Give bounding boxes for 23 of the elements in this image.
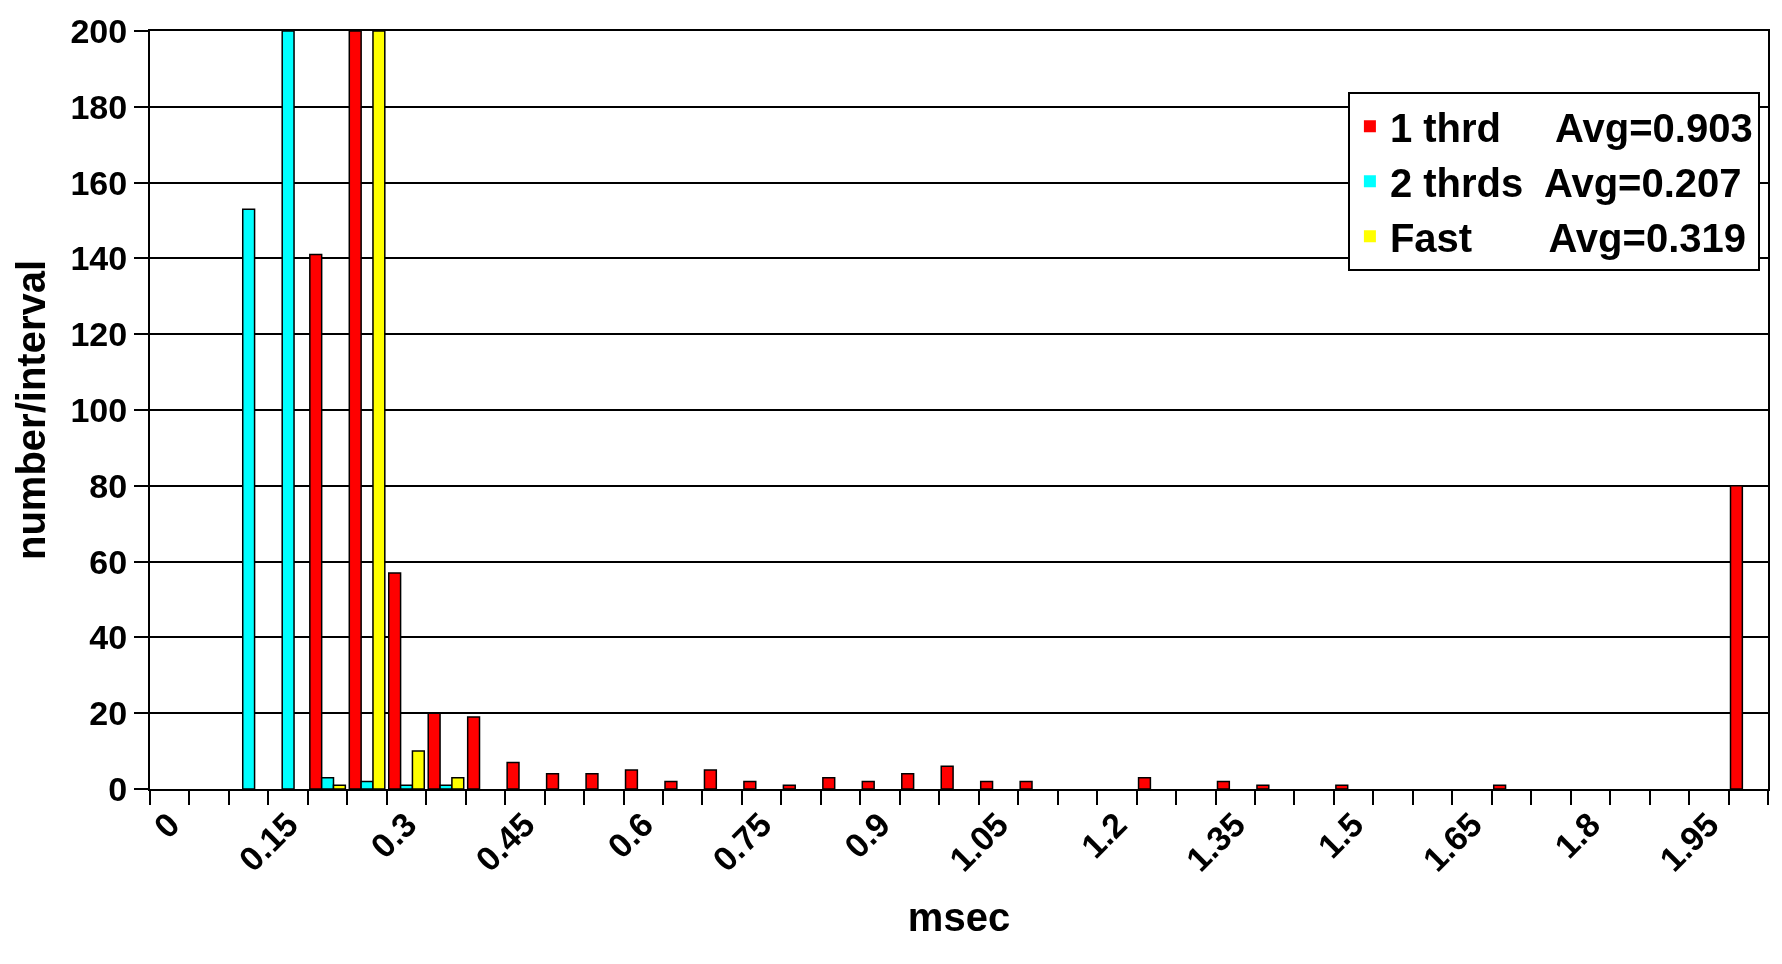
y-tick-label: 100 <box>70 390 128 429</box>
y-tick-label: 200 <box>70 11 128 50</box>
y-tick-label: 40 <box>89 618 128 657</box>
x-tick-label: 0.9 <box>836 804 898 866</box>
x-axis-title: msec <box>907 894 1011 939</box>
legend-label: 2 thrds Avg=0.207 <box>1389 160 1742 205</box>
x-tick-label: 1.5 <box>1310 804 1371 866</box>
x-tick-label: 0 <box>146 804 187 846</box>
y-tick-label: 120 <box>70 315 128 354</box>
y-tick-label: 140 <box>70 239 128 278</box>
legend-label: 1 thrd Avg=0.903 <box>1389 105 1753 150</box>
x-tick-label: 1.2 <box>1073 804 1134 866</box>
legend-label: Fast Avg=0.319 <box>1389 215 1746 260</box>
y-tick-label: 60 <box>89 542 128 581</box>
x-tick-label: 1.8 <box>1547 804 1608 866</box>
y-tick-label: 80 <box>89 466 128 505</box>
y-tick-label: 180 <box>70 87 128 126</box>
y-tick-label: 20 <box>89 694 128 733</box>
x-tick-label: 0.6 <box>599 804 661 866</box>
y-tick-label: 160 <box>70 163 128 202</box>
y-axis-title: number/interval <box>9 259 54 561</box>
y-tick-label: 0 <box>108 769 128 808</box>
x-tick-label: 0.3 <box>363 804 424 866</box>
